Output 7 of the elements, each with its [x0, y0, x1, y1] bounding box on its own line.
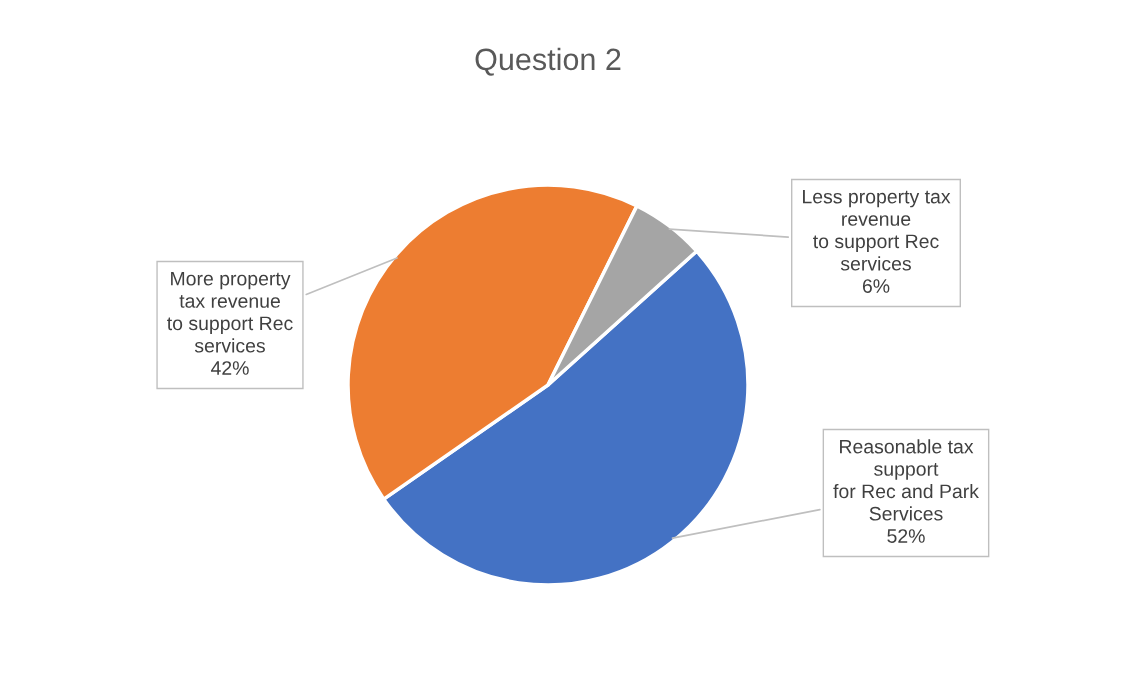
- data-label: 6%: [862, 279, 890, 293]
- slice-label: Less property tax revenue to support Rec services: [803, 189, 951, 271]
- data-label: 42%: [210, 361, 249, 375]
- data-label: 52%: [887, 529, 925, 543]
- slice-label: More property tax revenue to support Rec services: [167, 271, 293, 353]
- chart-title: Question 2: [475, 47, 621, 76]
- slice-label: Reasonable tax support for Rec and Park Services: [833, 439, 979, 521]
